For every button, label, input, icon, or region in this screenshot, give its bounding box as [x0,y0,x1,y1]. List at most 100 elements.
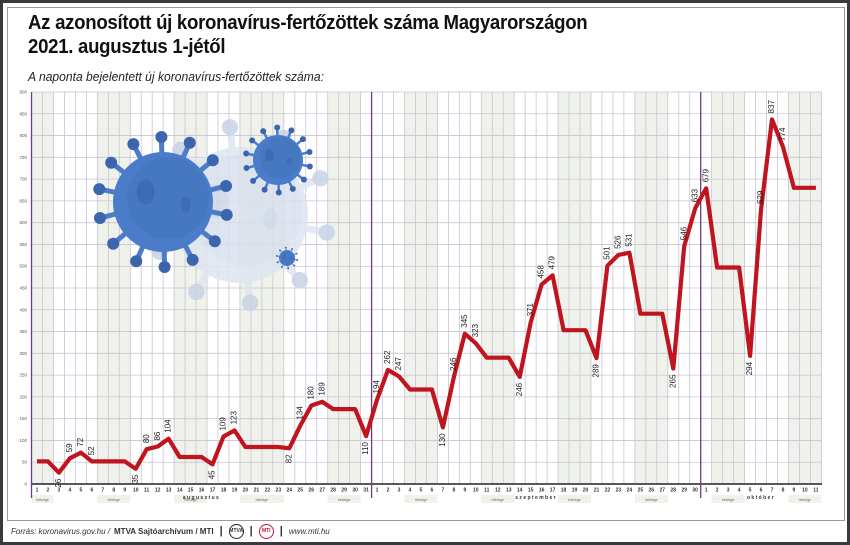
data-label: 130 [438,433,447,447]
mtva-logo-icon: MTVA [228,523,244,539]
x-tick-label: 24 [627,488,633,494]
data-label: 458 [537,265,546,279]
data-label: 371 [526,303,535,317]
data-label: 265 [668,374,677,388]
x-tick-label: 1 [36,488,39,494]
x-tick-label: 16 [199,488,205,494]
x-tick-label: 26 [649,488,655,494]
y-tick-label: 50 [22,460,28,465]
month-label: augusztus [183,495,220,501]
x-tick-label: 5 [749,488,752,494]
data-label: 45 [208,470,217,479]
x-tick-label: 21 [594,488,600,494]
weekend-tag-bg [711,495,745,503]
data-label: 134 [295,406,304,420]
virus-illustration [93,119,335,311]
y-tick-label: 250 [19,373,27,378]
x-tick-label: 3 [398,488,401,494]
x-tick-label: 2 [387,488,390,494]
x-tick-label: 6 [90,488,93,494]
x-tick-label: 12 [155,488,161,494]
data-label: 679 [701,168,710,182]
data-label: 774 [778,127,787,141]
data-label: 80 [142,434,151,443]
y-tick-label: 150 [19,416,27,421]
month-label: szeptember [515,495,557,501]
x-tick-label: 7 [771,488,774,494]
y-tick-label: 100 [19,438,27,443]
x-tick-label: 4 [738,488,741,494]
mti-logo-icon: MTI [258,523,274,539]
data-label: 180 [306,386,315,400]
data-label: 109 [219,417,228,431]
weekend-tag-bg [174,495,208,503]
data-label: 189 [317,382,326,396]
data-label: 837 [767,100,776,114]
weekend-tag-bg [327,495,361,503]
y-tick-label: 850 [19,111,27,116]
x-tick-label: 11 [144,488,150,494]
data-label: 35 [131,474,140,483]
x-tick-label: 12 [495,488,501,494]
source-credit: MTVA Sajtóarchívum / MTI [114,526,214,536]
x-tick-label: 14 [517,488,523,494]
weekend-tag-bg [558,495,591,503]
data-label: 531 [624,233,633,247]
data-label: 289 [592,364,601,378]
x-tick-label: 20 [243,488,249,494]
x-tick-label: 20 [583,488,589,494]
footer-separator: | [249,525,253,537]
x-tick-label: 7 [101,488,104,494]
y-tick-label: 900 [19,90,27,95]
x-tick-label: 14 [177,488,183,494]
x-tick-label: 18 [221,488,227,494]
x-tick-label: 22 [265,488,271,494]
y-tick-label: 750 [19,155,27,160]
x-tick-label: 3 [727,488,730,494]
data-label: 194 [372,380,381,394]
weekend-tag: hétvége [492,498,505,502]
data-label: 246 [449,357,458,371]
data-label: 110 [361,442,370,455]
data-label: 345 [460,314,469,328]
weekend-tag-bg [788,495,822,503]
series-line [37,117,816,475]
x-tick-label: 1 [376,488,379,494]
x-tick-label: 19 [232,488,238,494]
x-tick-label: 23 [616,488,622,494]
y-tick-label: 0 [24,482,27,487]
x-tick-label: 28 [670,488,676,494]
footer-separator: | [279,525,283,537]
x-tick-label: 8 [112,488,115,494]
data-label: 52 [87,446,96,455]
x-tick-label: 27 [319,488,325,494]
x-tick-label: 31 [363,488,369,494]
weekend-tag: hétvége [568,498,581,502]
x-tick-label: 17 [550,488,556,494]
x-tick-label: 1 [705,488,708,494]
x-tick-label: 19 [572,488,578,494]
x-tick-label: 26 [308,488,314,494]
weekend-tag: hétvége [36,498,49,502]
y-tick-label: 700 [19,177,27,182]
x-tick-label: 13 [166,488,172,494]
x-tick-label: 18 [561,488,567,494]
data-label: 82 [284,454,293,463]
weekend-tag-bg [239,495,284,503]
x-tick-label: 5 [79,488,82,494]
y-tick-label: 200 [19,394,27,399]
y-tick-label: 300 [19,351,27,356]
y-tick-label: 650 [19,198,27,203]
website-link[interactable]: www.mti.hu [288,526,330,536]
source-prefix: Forrás: koronavirus.gov.hu / [11,526,111,536]
x-tick-label: 10 [473,488,479,494]
x-tick-label: 25 [297,488,303,494]
x-tick-label: 30 [352,488,358,494]
x-tick-label: 2 [716,488,719,494]
y-tick-label: 800 [19,133,27,138]
x-tick-label: 10 [802,488,808,494]
month-label: október [747,495,775,501]
x-tick-label: 4 [409,488,412,494]
